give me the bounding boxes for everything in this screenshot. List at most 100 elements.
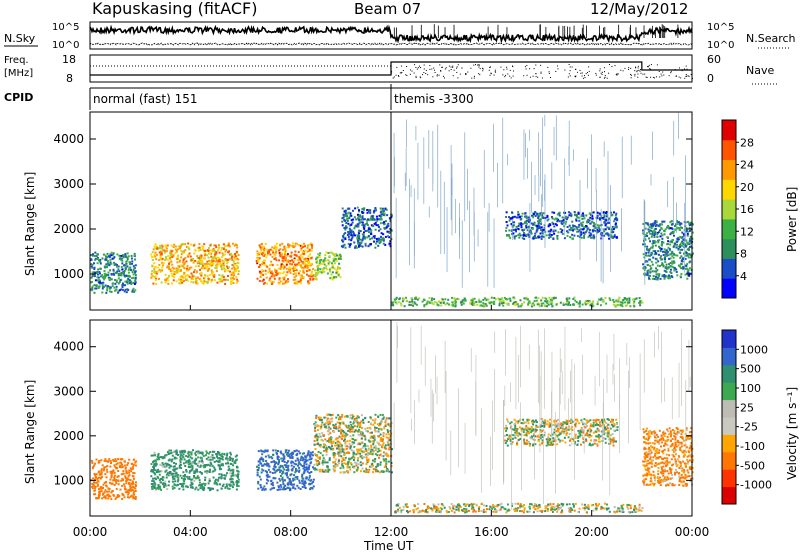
echo-pixel <box>276 481 279 484</box>
echo-pixel <box>342 235 345 237</box>
echo-pixel <box>289 456 292 459</box>
echo-pixel <box>257 480 260 483</box>
nave-dot <box>395 74 397 76</box>
echo-pixel <box>205 281 208 283</box>
echo-pixel <box>506 298 509 301</box>
echo-pixel <box>277 456 280 458</box>
echo-pixel <box>103 272 106 275</box>
echo-pixel <box>258 460 261 463</box>
echo-pixel <box>414 302 417 305</box>
echo-pixel <box>368 210 371 213</box>
nave-dot <box>398 76 400 78</box>
echo-pixel <box>305 258 308 261</box>
echo-pixel <box>237 273 240 276</box>
echo-pixel <box>335 269 338 272</box>
echo-pixel <box>134 280 137 282</box>
echo-pixel <box>93 262 95 265</box>
echo-pixel <box>110 290 113 293</box>
echo-pixel <box>508 229 511 232</box>
echo-pixel <box>126 281 129 284</box>
echo-pixel <box>220 474 223 477</box>
echo-pixel <box>124 288 127 291</box>
echo-pixel <box>207 277 210 280</box>
echo-pixel <box>107 276 110 279</box>
echo-pixel <box>93 266 96 269</box>
echo-pixel <box>299 488 302 490</box>
echo-pixel <box>291 267 293 270</box>
echo-pixel <box>658 273 661 276</box>
echo-pixel <box>103 496 105 499</box>
echo-pixel <box>539 232 542 235</box>
echo-pixel <box>635 297 638 300</box>
echo-pixel <box>186 269 188 272</box>
echo-pixel <box>194 260 197 262</box>
echo-pixel <box>189 486 192 489</box>
echo-pixel <box>293 259 296 261</box>
nave-dot <box>588 66 590 68</box>
echo-pixel <box>134 487 137 490</box>
echo-pixel <box>95 481 98 484</box>
echo-pixel <box>685 227 688 230</box>
nave-dot <box>620 69 622 71</box>
echo-pixel <box>615 300 618 303</box>
echo-pixel <box>312 485 315 488</box>
echo-pixel <box>152 469 155 472</box>
echo-pixel <box>188 275 191 278</box>
echo-pixel <box>232 282 235 285</box>
echo-pixel <box>95 285 98 288</box>
echo-pixel <box>296 259 299 262</box>
echo-pixel <box>652 224 654 226</box>
echo-pixel <box>287 486 290 489</box>
echo-pixel <box>323 449 326 452</box>
echo-pixel <box>350 463 353 466</box>
echo-pixel <box>172 451 175 454</box>
echo-pixel <box>226 258 229 261</box>
echo-pixel <box>101 464 104 467</box>
echo-pixel <box>354 225 357 228</box>
echo-pixel <box>379 222 382 225</box>
echo-pixel <box>221 263 224 266</box>
echo-pixel <box>373 222 376 225</box>
echo-pixel <box>430 299 433 302</box>
echo-pixel <box>265 276 268 279</box>
echo-pixel <box>279 479 282 482</box>
echo-pixel <box>164 278 166 281</box>
echo-pixel <box>533 236 536 239</box>
echo-pixel <box>669 257 672 260</box>
echo-pixel <box>280 255 283 258</box>
echo-pixel <box>196 470 199 473</box>
echo-pixel <box>534 211 537 213</box>
echo-pixel <box>117 458 119 461</box>
echo-pixel <box>115 280 118 283</box>
echo-pixel <box>107 271 110 274</box>
echo-pixel <box>292 267 295 270</box>
echo-pixel <box>94 486 97 488</box>
echo-pixel <box>167 282 170 285</box>
echo-pixel <box>153 481 156 484</box>
echo-pixel <box>106 468 108 471</box>
echo-pixel <box>679 248 682 251</box>
echo-pixel <box>113 261 116 264</box>
echo-pixel <box>603 230 606 233</box>
echo-pixel <box>208 267 210 270</box>
echo-pixel <box>104 473 107 476</box>
echo-pixel <box>670 275 673 277</box>
echo-pixel <box>650 267 653 270</box>
echo-pixel <box>682 266 685 269</box>
echo-pixel <box>303 484 306 487</box>
echo-pixel <box>174 271 177 274</box>
echo-pixel <box>120 254 123 257</box>
echo-pixel <box>91 487 94 490</box>
echo-pixel <box>184 261 187 264</box>
echo-pixel <box>178 487 181 490</box>
echo-pixel <box>300 249 303 252</box>
echo-pixel <box>657 250 660 253</box>
echo-pixel <box>549 300 552 303</box>
echo-pixel <box>223 260 226 263</box>
echo-pixel <box>555 303 558 306</box>
echo-pixel <box>176 255 179 258</box>
nave-dot <box>581 72 583 74</box>
echo-pixel <box>121 478 124 481</box>
echo-pixel <box>576 235 579 238</box>
nave-dot <box>456 71 458 73</box>
